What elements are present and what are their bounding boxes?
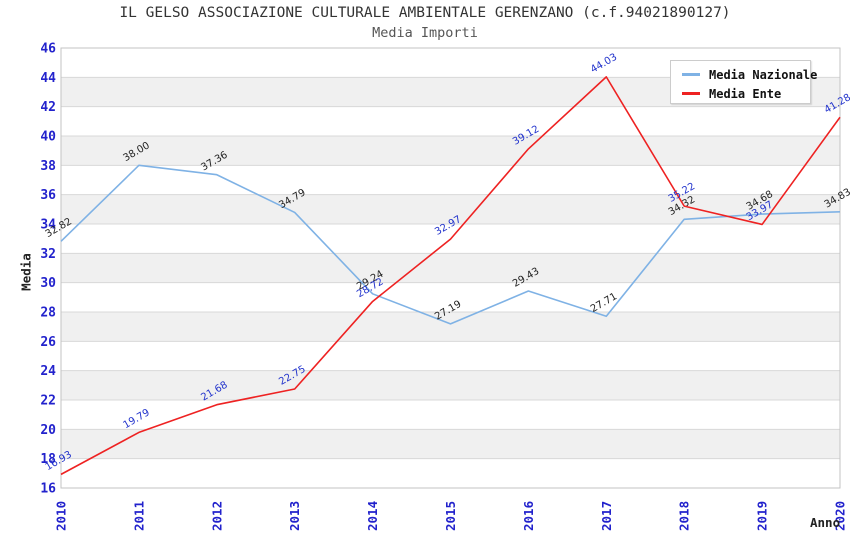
y-tick-label: 24 — [40, 364, 56, 379]
legend-item-media-nazionale: Media Nazionale — [682, 66, 817, 83]
media-nazionale-line-swatch — [682, 73, 700, 76]
band — [61, 253, 840, 283]
y-tick-label: 34 — [40, 218, 56, 233]
y-tick-label: 40 — [40, 130, 56, 145]
media-ente-line-swatch — [682, 92, 700, 95]
x-tick-label: 2016 — [521, 501, 536, 531]
y-tick-label: 46 — [40, 42, 56, 57]
y-tick-label: 26 — [40, 335, 56, 350]
media-ente-line — [60, 76, 841, 476]
band — [61, 136, 840, 166]
band — [61, 312, 840, 342]
x-axis-title: Anno — [810, 515, 841, 530]
y-tick-label: 36 — [40, 188, 56, 203]
plot-border — [60, 47, 841, 489]
y-tick-label: 28 — [40, 306, 56, 321]
chart-subtitle: Media Importi — [372, 25, 478, 41]
y-tick-label: 44 — [40, 71, 56, 86]
x-tick-label: 2011 — [131, 501, 146, 531]
media-nazionale-line — [60, 164, 841, 325]
legend-item-media-ente: Media Ente — [682, 85, 810, 102]
data-label: 19.79 — [121, 407, 151, 431]
x-tick-label: 2012 — [209, 501, 224, 531]
y-tick-label: 18 — [40, 452, 56, 467]
x-tick-label: 2015 — [443, 501, 458, 531]
data-label: 44.03 — [589, 52, 619, 76]
x-tick-label: 2018 — [677, 501, 692, 531]
x-tick-label: 2013 — [287, 501, 302, 531]
y-tick-label: 30 — [40, 276, 56, 291]
x-tick-label: 2019 — [755, 501, 770, 531]
y-tick-label: 38 — [40, 159, 56, 174]
legend: Media Nazionale Media Ente — [670, 60, 817, 104]
data-label: 27.71 — [589, 291, 619, 315]
x-tick-label: 2017 — [599, 501, 614, 531]
y-tick-label: 22 — [40, 394, 56, 409]
y-tick-label: 32 — [40, 247, 56, 262]
y-tick-label: 16 — [40, 482, 56, 497]
chart-title: IL GELSO ASSOCIAZIONE CULTURALE AMBIENTA… — [119, 5, 731, 21]
band — [61, 370, 840, 400]
x-tick-label: 2010 — [54, 501, 69, 531]
band — [61, 429, 840, 459]
y-tick-label: 20 — [40, 423, 56, 438]
x-tick-label: 2014 — [365, 501, 380, 531]
y-tick-label: 42 — [40, 100, 56, 115]
band — [61, 194, 840, 224]
legend-label-media-nazionale: Media Nazionale — [709, 67, 818, 82]
x-tick-label: 2020 — [833, 501, 848, 531]
y-axis-title: Media — [18, 253, 34, 291]
legend-label-media-ente: Media Ente — [709, 86, 782, 101]
